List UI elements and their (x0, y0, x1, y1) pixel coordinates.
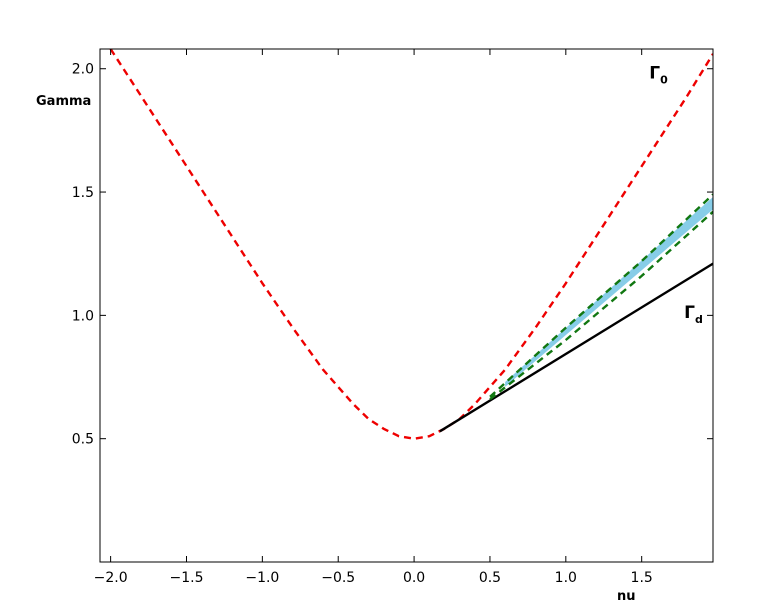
x-tick-label: −0.5 (321, 570, 355, 586)
x-tick-label: 1.5 (631, 570, 653, 586)
x-tick-label: −2.0 (94, 570, 128, 586)
series-line-3 (489, 193, 713, 398)
y-tick-label: 1.0 (72, 308, 94, 324)
axis-ticks (100, 49, 713, 562)
annotations: Γ0 Γd (649, 64, 703, 326)
y-axis-label: Gamma (36, 94, 91, 109)
x-axis-label: nu (617, 589, 636, 604)
gamma-annotation-2: Γd (684, 303, 703, 326)
series-line-2 (439, 262, 713, 433)
series-line-4 (489, 210, 713, 401)
y-tick-label: 1.5 (72, 185, 94, 201)
x-tick-label: 1.0 (555, 570, 577, 586)
series-line-1 (109, 49, 713, 440)
x-tick-label: 0.0 (403, 570, 425, 586)
x-tick-label: 0.5 (479, 570, 501, 586)
plot-frame (99, 48, 714, 563)
y-tick-label: 0.5 (72, 432, 94, 448)
series-lines (109, 49, 713, 440)
tick-labels: −2.0 −1.5 −1.0 −0.5 0.0 0.5 1.0 1.5 0.5 1.0 1.5 2.0 (72, 62, 653, 586)
x-tick-label: −1.0 (245, 570, 279, 586)
x-tick-label: −1.5 (169, 570, 203, 586)
gamma-annotation-1: Γ0 (649, 64, 668, 87)
y-tick-label: 2.0 (72, 62, 94, 78)
